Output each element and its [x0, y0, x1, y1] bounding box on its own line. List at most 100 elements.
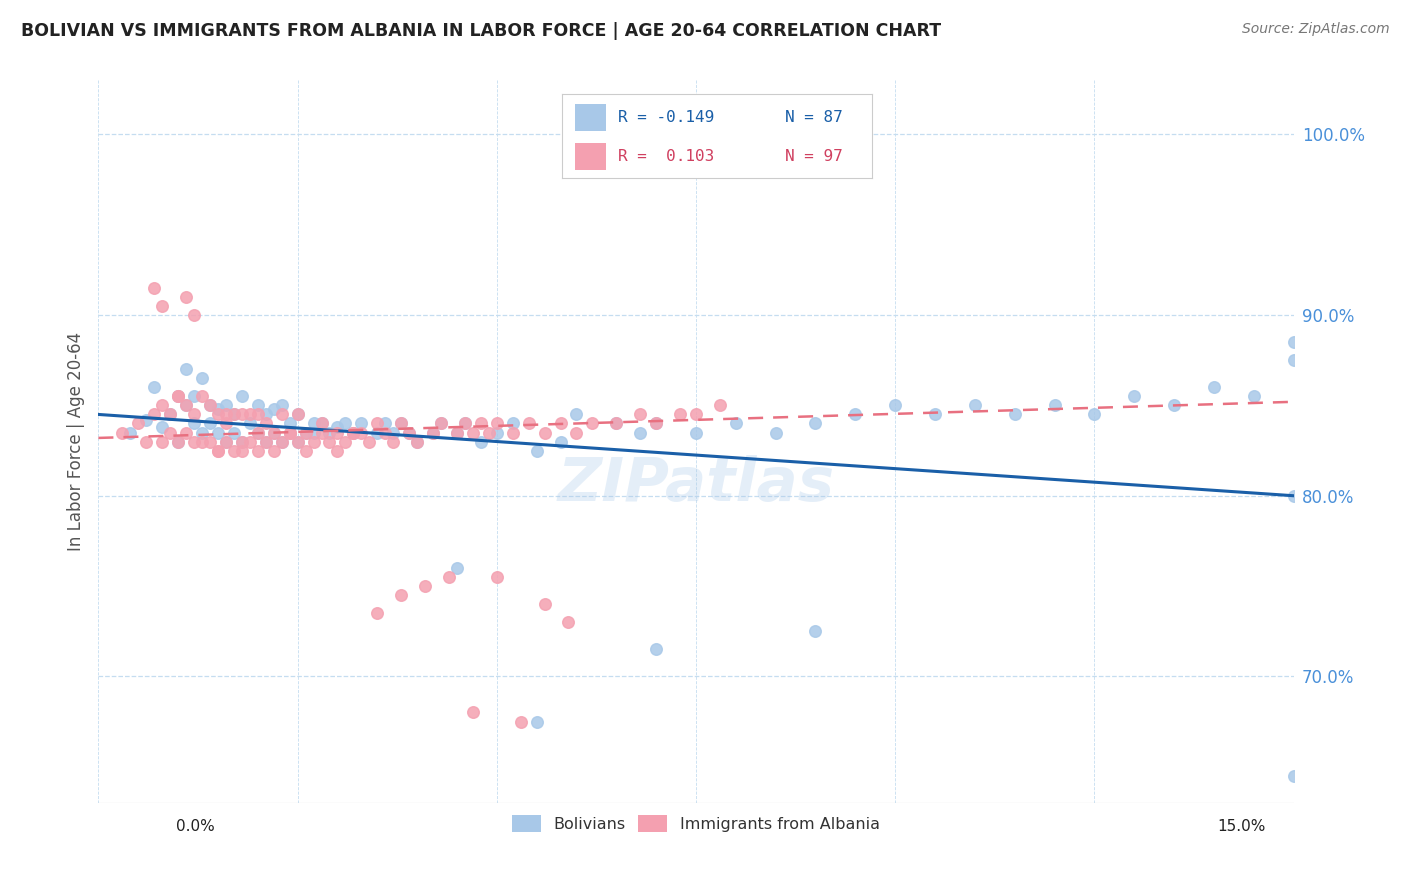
Point	[342, 425, 364, 440]
Point	[263, 425, 285, 440]
Point	[222, 443, 245, 458]
Point	[159, 408, 181, 422]
Point	[526, 714, 548, 729]
Point	[605, 417, 627, 431]
Point	[359, 434, 381, 449]
Point	[526, 443, 548, 458]
Point	[263, 402, 285, 417]
Point	[174, 290, 197, 304]
Point	[485, 417, 508, 431]
Legend: Bolivians, Immigrants from Albania: Bolivians, Immigrants from Albania	[506, 809, 886, 838]
Point	[174, 398, 197, 412]
Point	[669, 408, 692, 422]
Point	[963, 398, 986, 412]
Point	[398, 425, 420, 440]
Text: N = 97: N = 97	[785, 149, 842, 164]
Point	[446, 425, 468, 440]
Point	[239, 408, 262, 422]
Point	[389, 588, 412, 602]
Point	[1202, 380, 1225, 394]
Point	[470, 434, 492, 449]
Point	[470, 417, 492, 431]
Point	[430, 417, 453, 431]
Point	[174, 425, 197, 440]
Point	[159, 408, 181, 422]
Point	[127, 417, 149, 431]
Point	[533, 425, 555, 440]
Point	[302, 417, 325, 431]
Point	[374, 417, 396, 431]
Point	[326, 420, 349, 434]
Point	[167, 434, 190, 449]
Point	[533, 597, 555, 611]
Point	[278, 417, 301, 431]
Point	[461, 706, 484, 720]
Point	[143, 281, 166, 295]
Point	[222, 408, 245, 422]
Point	[318, 434, 340, 449]
Point	[198, 398, 221, 412]
Point	[366, 417, 388, 431]
Point	[150, 420, 173, 434]
Point	[191, 425, 214, 440]
Point	[366, 425, 388, 440]
Point	[150, 299, 173, 313]
Point	[143, 380, 166, 394]
Point	[254, 417, 277, 431]
Point	[326, 425, 349, 440]
Point	[430, 417, 453, 431]
Text: R =  0.103: R = 0.103	[619, 149, 714, 164]
Point	[231, 434, 253, 449]
Point	[207, 443, 229, 458]
Point	[278, 425, 301, 440]
Point	[389, 417, 412, 431]
Point	[461, 425, 484, 440]
Point	[167, 389, 190, 403]
Point	[254, 434, 277, 449]
Point	[231, 408, 253, 422]
Point	[645, 417, 668, 431]
Point	[350, 417, 373, 431]
Point	[382, 434, 405, 449]
Point	[150, 434, 173, 449]
Point	[342, 425, 364, 440]
Point	[167, 389, 190, 403]
Point	[565, 425, 588, 440]
Point	[198, 417, 221, 431]
Point	[239, 434, 262, 449]
Point	[239, 417, 262, 431]
Point	[294, 425, 316, 440]
Point	[1083, 408, 1105, 422]
Point	[502, 425, 524, 440]
Point	[389, 417, 412, 431]
Point	[294, 425, 316, 440]
Point	[502, 417, 524, 431]
Point	[183, 408, 205, 422]
Point	[550, 417, 572, 431]
Point	[231, 389, 253, 403]
Point	[191, 434, 214, 449]
Point	[924, 408, 946, 422]
Point	[335, 434, 357, 449]
Point	[246, 425, 269, 440]
Point	[246, 398, 269, 412]
Point	[318, 425, 340, 440]
Point	[454, 417, 477, 431]
Point	[517, 417, 540, 431]
Point	[207, 402, 229, 417]
Point	[174, 362, 197, 376]
Point	[326, 443, 349, 458]
Point	[183, 308, 205, 322]
Point	[198, 434, 221, 449]
Point	[406, 434, 429, 449]
Point	[685, 425, 707, 440]
Point	[422, 425, 444, 440]
Point	[406, 434, 429, 449]
Point	[287, 434, 309, 449]
Point	[270, 398, 292, 412]
Point	[183, 389, 205, 403]
Point	[231, 434, 253, 449]
Point	[335, 417, 357, 431]
Point	[478, 425, 501, 440]
Point	[135, 434, 157, 449]
